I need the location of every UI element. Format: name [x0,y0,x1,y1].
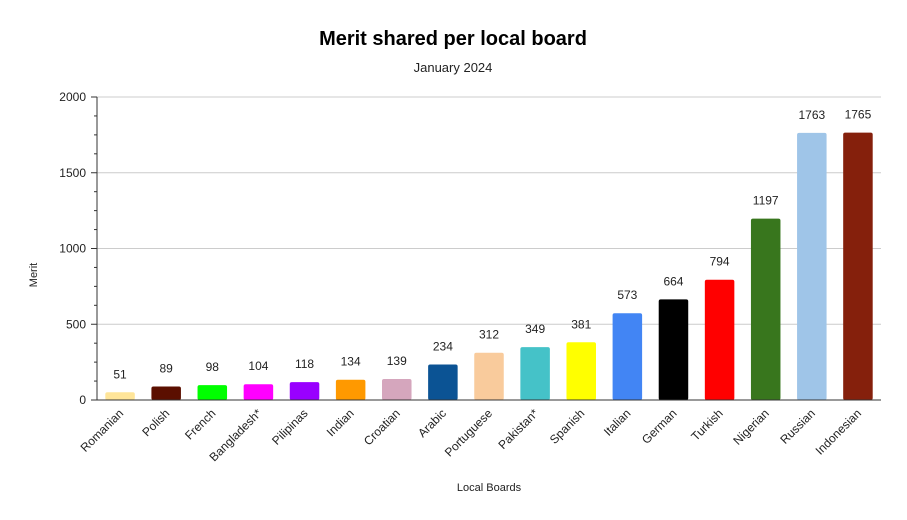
bar-spanish [566,342,596,400]
x-tick-label: Turkish [688,406,725,443]
y-axis: 0 500 1000 1500 2000 [59,90,98,407]
x-tick-label: Spanish [547,406,588,447]
x-tick-label: French [182,406,218,442]
y-tick-label: 500 [66,317,86,331]
data-label: 381 [571,317,591,331]
data-label: 98 [206,360,220,374]
gridlines [97,96,881,325]
x-tick-label: Croatian [361,406,403,448]
data-label: 89 [159,362,173,376]
x-tick-label: Nigerian [730,406,772,448]
bar-pilipinas [289,382,320,400]
bar-turkish [704,279,735,400]
bar-indonesian [843,132,873,401]
y-axis-title: Merit [28,263,40,287]
bar-portuguese [474,352,504,400]
data-label: 794 [710,255,730,269]
bar-croatian [382,378,412,400]
chart-title: Merit shared per local board [319,28,587,50]
bars [105,132,873,401]
x-tick-label: Arabic [415,406,449,440]
x-tick-label: Polish [139,406,172,439]
data-label: 1765 [845,108,872,122]
x-tick-label: Indian [324,406,357,439]
bar-french [197,385,228,400]
chart-subtitle: January 2024 [414,60,493,75]
data-label: 51 [113,367,127,381]
data-label: 664 [663,274,683,288]
data-label: 573 [617,288,637,302]
x-tick-label: Portuguese [442,406,496,460]
bar-romanian [105,392,135,400]
data-label: 1763 [798,108,825,122]
data-label: 118 [295,357,314,371]
bar-bangladesh [243,384,274,400]
data-label: 134 [341,355,361,369]
x-tick-label: Pakistan* [495,406,541,452]
data-label: 349 [525,322,545,336]
bar-polish [151,386,181,400]
y-tick-label: 2000 [59,90,86,104]
bar-indian [335,379,366,400]
data-labels: 51 89 98 104 118 134 139 234 312 349 381 573 664 794 1… [113,108,871,382]
x-axis-title: Local Boards [457,482,522,494]
data-label: 139 [387,354,407,368]
bar-russian [797,132,827,400]
y-tick-label: 0 [79,393,86,407]
x-tick-label: Romanian [78,406,127,455]
x-tick-label: German [639,406,680,447]
x-tick-label: Italian [601,406,634,439]
bar-german [658,299,689,400]
bar-arabic [428,364,458,400]
x-tick-label: Russian [777,406,818,447]
bar-nigerian [750,218,781,400]
x-tick-label: Indonesian [813,406,864,457]
x-tick-label: Pilipinas [269,406,311,448]
data-label: 312 [479,328,499,342]
data-label: 1197 [753,194,779,208]
data-label: 104 [248,359,268,373]
data-label: 234 [433,340,453,354]
bar-pakistan [520,347,550,400]
y-tick-label: 1500 [59,166,86,180]
bar-italian [612,313,643,400]
y-tick-label: 1000 [59,242,86,256]
